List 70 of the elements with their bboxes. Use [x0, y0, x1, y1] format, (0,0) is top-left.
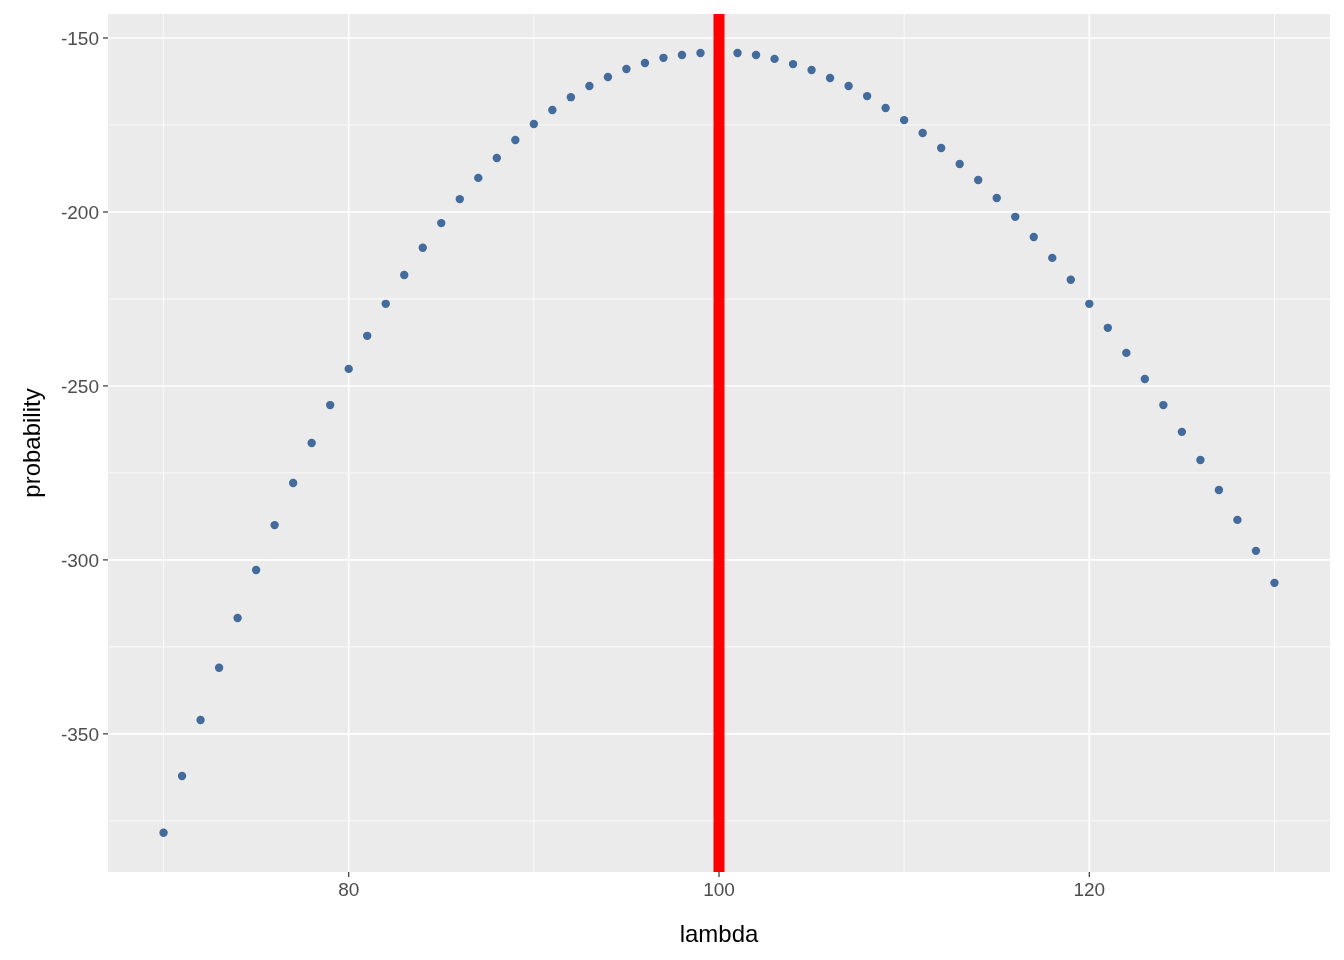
point: [622, 64, 631, 74]
point: [992, 193, 1001, 203]
y-axis-title: probability: [18, 388, 45, 498]
point: [1270, 578, 1279, 588]
point: [807, 65, 816, 75]
point: [511, 135, 520, 145]
point: [603, 72, 613, 82]
point: [677, 50, 687, 60]
y-tick-label: -300: [60, 549, 99, 571]
point: [862, 91, 872, 101]
point: [1159, 400, 1168, 410]
point: [1011, 212, 1020, 222]
point: [640, 58, 650, 68]
point: [1122, 348, 1131, 358]
point: [196, 715, 205, 725]
point: [270, 520, 279, 530]
point: [1196, 455, 1205, 465]
point: [936, 143, 946, 153]
point: [659, 53, 668, 63]
point: [437, 218, 446, 228]
point: [1177, 427, 1187, 437]
x-axis-title: lambda: [679, 920, 760, 947]
point: [1085, 299, 1094, 309]
point: [159, 828, 168, 837]
point: [492, 153, 502, 163]
point: [474, 173, 483, 183]
point: [751, 50, 761, 60]
x-tick-label: 120: [1073, 879, 1106, 900]
x-tick-label: 80: [338, 879, 360, 900]
point: [899, 115, 909, 125]
point: [418, 243, 427, 252]
point: [918, 128, 927, 138]
point: [788, 59, 798, 69]
point: [233, 613, 242, 623]
point: [844, 81, 853, 91]
point: [1048, 253, 1057, 263]
point: [177, 771, 187, 781]
point: [1251, 546, 1261, 556]
point: [696, 48, 705, 58]
point: [1029, 232, 1038, 242]
point: [307, 438, 316, 448]
point: [1140, 374, 1150, 384]
point: [344, 364, 353, 374]
point: [529, 119, 539, 129]
y-tick-label: -350: [60, 723, 99, 745]
point: [363, 331, 372, 341]
point: [455, 194, 464, 204]
y-tick-label: -200: [60, 201, 99, 223]
x-tick-label: 100: [703, 879, 735, 900]
point: [825, 73, 835, 83]
point: [1214, 485, 1224, 495]
point: [325, 400, 335, 410]
y-tick-label: -150: [60, 27, 99, 49]
point: [400, 270, 409, 280]
point: [733, 48, 742, 58]
point: [955, 159, 964, 169]
point: [770, 54, 779, 64]
point: [566, 92, 576, 102]
point: [381, 299, 390, 309]
point: [974, 175, 983, 185]
point: [288, 478, 298, 488]
point: [1233, 515, 1242, 525]
point: [1066, 275, 1075, 285]
point: [585, 81, 594, 91]
y-tick-label: -250: [60, 375, 99, 397]
point: [1103, 323, 1113, 333]
point: [548, 105, 557, 115]
point: [214, 663, 224, 672]
point: [881, 103, 890, 113]
point: [251, 565, 261, 575]
